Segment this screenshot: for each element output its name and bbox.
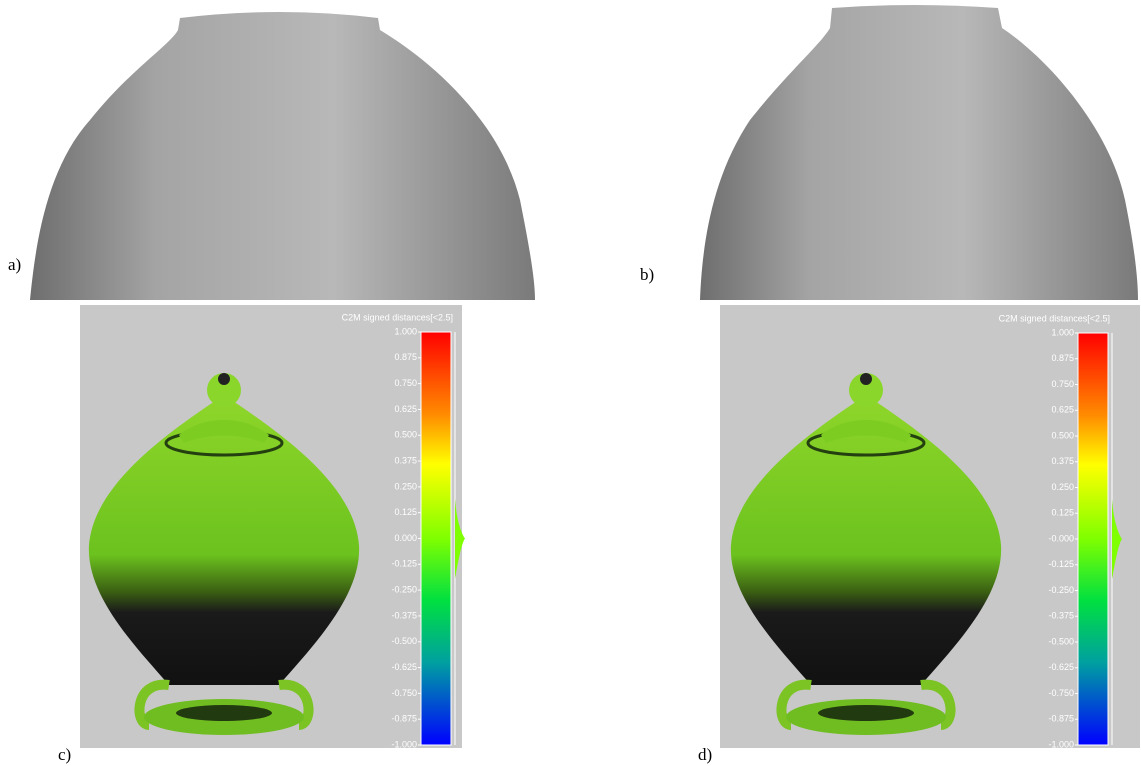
tick-label: -0.750	[391, 688, 417, 698]
vase-render-a	[30, 12, 535, 300]
panel-label: b)	[640, 265, 654, 284]
tick-label: -0.375	[1048, 611, 1074, 621]
tick-label: -0.500	[1048, 636, 1074, 646]
tick-label: -0.250	[1048, 585, 1074, 595]
color-bar	[1078, 333, 1108, 745]
tick-label: 0.625	[1051, 405, 1074, 415]
tick-label: -0.625	[391, 662, 417, 672]
tick-label: 0.250	[1051, 482, 1074, 492]
tick-label: -0.875	[391, 714, 417, 724]
tick-label: -1.000	[391, 739, 417, 749]
tick-label: -0.625	[1048, 662, 1074, 672]
tick-label: 0.875	[394, 352, 417, 362]
scale-title: C2M signed distances[<2.5]	[342, 312, 453, 322]
vase-render-b	[700, 5, 1138, 300]
tick-label: -0.750	[1048, 688, 1074, 698]
tick-label: 0.750	[394, 378, 417, 388]
tick-label: -0.000	[1048, 533, 1074, 543]
tick-label: -1.000	[1048, 739, 1074, 749]
tick-label: 0.375	[1051, 456, 1074, 466]
figure: a) b) c) d) C2M signed distances[<2.5] 1.…	[0, 0, 1141, 766]
tick-label: 0.625	[394, 404, 417, 414]
tick-label: 0.000	[394, 533, 417, 543]
tick-label: 0.125	[1051, 508, 1074, 518]
tick-label: 0.500	[1051, 430, 1074, 440]
color-bar	[421, 332, 451, 745]
tick-label: 0.500	[394, 430, 417, 440]
tick-label: -0.375	[391, 610, 417, 620]
scale-title: C2M signed distances[<2.5]	[999, 313, 1110, 323]
tick-label: -0.125	[1048, 559, 1074, 569]
tick-label: 0.875	[1051, 353, 1074, 363]
panel-label: d)	[698, 745, 712, 764]
panel-label: c)	[58, 745, 71, 764]
tick-label: 0.250	[394, 481, 417, 491]
panel-label: a)	[8, 255, 21, 274]
tick-label: -0.125	[391, 559, 417, 569]
tick-label: 1.000	[394, 326, 417, 336]
tick-label: -0.250	[391, 585, 417, 595]
tick-label: 0.375	[394, 455, 417, 465]
tick-label: 1.000	[1051, 327, 1074, 337]
tick-label: -0.500	[391, 636, 417, 646]
tick-label: -0.875	[1048, 714, 1074, 724]
tick-label: 0.125	[394, 507, 417, 517]
tick-label: 0.750	[1051, 379, 1074, 389]
